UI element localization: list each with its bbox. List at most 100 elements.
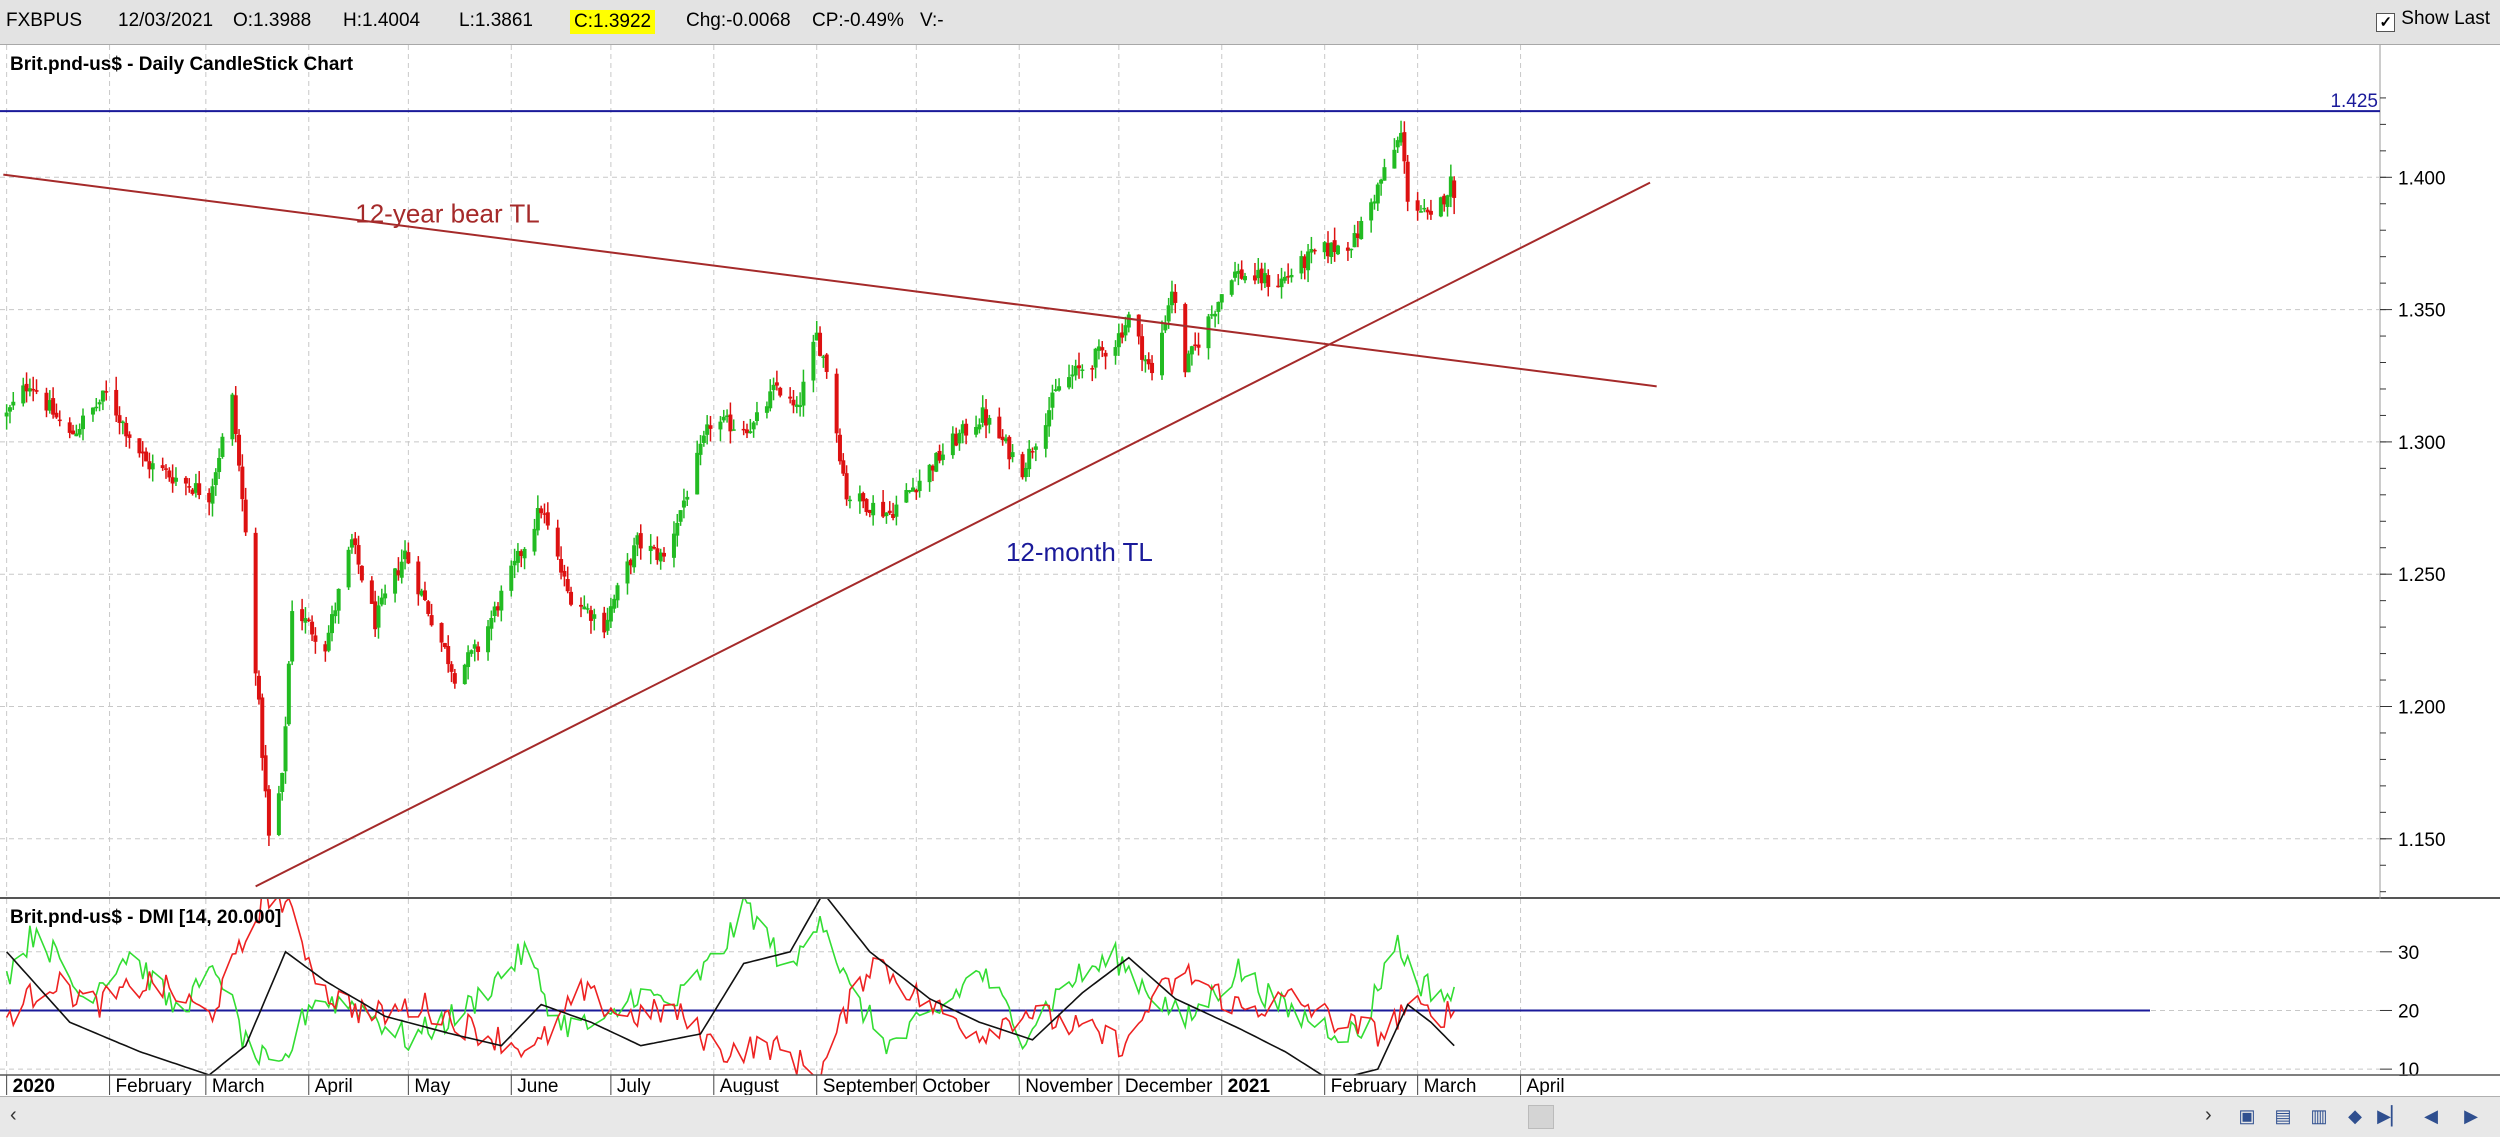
candle-body: [940, 454, 945, 460]
candle-body: [114, 389, 119, 416]
candle-body: [569, 591, 574, 605]
scroll-thumb[interactable]: [1528, 1105, 1554, 1129]
candle-body: [1077, 365, 1081, 369]
chart-area[interactable]: 1.150 1.200 1.250 1.300 1.350 1.400 1.425 12-ye…: [0, 45, 2500, 1095]
nav-button-6[interactable]: ◀: [2424, 1106, 2438, 1126]
nav-button-4[interactable]: ◆: [2348, 1106, 2362, 1126]
candle-body: [841, 460, 846, 474]
candle-body: [1030, 451, 1035, 453]
scroll-right-arrow[interactable]: ›: [2205, 1104, 2212, 1126]
candle-body: [426, 601, 431, 614]
candle-body: [1286, 276, 1291, 278]
candle-body: [266, 789, 271, 836]
show-last-checkbox[interactable]: ✓: [2376, 13, 2396, 32]
candle-body: [1392, 149, 1397, 169]
candle-body: [452, 673, 457, 684]
show-last-toggle[interactable]: ✓ Show Last: [2376, 8, 2490, 32]
candle-body: [54, 412, 59, 418]
candle-body: [1262, 273, 1267, 284]
candle-body: [419, 590, 424, 596]
candle-body: [811, 341, 816, 381]
scroll-left-arrow[interactable]: ‹: [10, 1104, 17, 1126]
candle-body: [243, 499, 248, 533]
candle-body: [310, 621, 315, 635]
candle-body: [1405, 161, 1410, 202]
candle-body: [695, 452, 700, 495]
candle-body: [582, 606, 587, 610]
candle-body: [1073, 365, 1078, 376]
candle-body: [1395, 140, 1400, 148]
candle-body: [94, 406, 99, 409]
candle-body: [605, 619, 610, 631]
candle-body: [588, 610, 593, 621]
dmi-chart-title: Brit.pnd-us$ - DMI [14, 20.000]: [10, 907, 281, 928]
candle-body: [1140, 336, 1145, 360]
candle-body: [1425, 209, 1430, 213]
candle-body: [964, 423, 969, 436]
candle-body: [77, 429, 82, 435]
candle-body: [1329, 242, 1334, 258]
scroll-bar[interactable]: ‹ › ▣ ▤ ▥ ◆ ▶▏ ◀ ▶: [0, 1096, 2500, 1137]
candle-body: [708, 425, 713, 429]
candle-body: [1196, 344, 1201, 348]
candle-body: [489, 617, 494, 629]
nav-button-3[interactable]: ▥: [2310, 1106, 2328, 1126]
x-tick-label: June: [517, 1076, 558, 1095]
dmi-line-adx: [6, 899, 1455, 1075]
candle-body: [764, 406, 769, 413]
candle-body: [1126, 314, 1131, 328]
candle-body: [1352, 233, 1357, 248]
x-axis: 2020 February March April May June July August S…: [0, 1074, 2500, 1095]
candle-body: [442, 643, 447, 648]
candle-body: [625, 561, 630, 584]
candle-body: [1047, 410, 1052, 427]
candle-body: [559, 558, 564, 573]
candle-body: [449, 664, 454, 672]
trendline-annotation: 12-year bear TL: [355, 198, 540, 228]
candle-body: [1306, 251, 1311, 271]
nav-button-1[interactable]: ▣: [2238, 1106, 2256, 1126]
candle-body: [728, 414, 733, 432]
candle-body: [1233, 271, 1238, 278]
candle-body: [197, 483, 202, 496]
candle-body: [240, 466, 245, 500]
candle-body: [1279, 278, 1284, 288]
close-value: C:1.3922: [570, 10, 656, 34]
candle-body: [90, 407, 95, 415]
candle-body: [369, 580, 374, 604]
dmi-line-minus_di: [5, 899, 1455, 1075]
candle-body: [884, 512, 889, 517]
candle-body: [1402, 132, 1407, 162]
nav-button-2[interactable]: ▤: [2274, 1106, 2292, 1126]
candle-body: [871, 502, 876, 516]
candle-body: [522, 548, 527, 559]
candle-body: [1150, 362, 1155, 374]
candle-body: [532, 528, 537, 552]
show-last-label: Show Last: [2401, 8, 2490, 29]
candle-body: [326, 632, 331, 651]
candle-body: [1448, 176, 1453, 197]
candle-body: [193, 483, 198, 493]
candle-body: [1020, 454, 1025, 478]
candle-body: [393, 568, 398, 594]
candle-body: [834, 373, 839, 434]
candle-body: [615, 585, 620, 601]
candle-body: [1213, 313, 1218, 317]
candle-body: [469, 650, 474, 654]
x-tick-label: October: [922, 1076, 990, 1095]
price-y-tick-label: 1.200: [2398, 697, 2446, 718]
x-tick-label: March: [212, 1076, 265, 1095]
nav-button-5[interactable]: ▶▏: [2377, 1106, 2405, 1126]
candle-body: [685, 496, 690, 500]
nav-button-7[interactable]: ▶: [2464, 1106, 2478, 1126]
candle-body: [57, 419, 62, 422]
candle-body: [535, 508, 540, 531]
candle-body: [1186, 353, 1191, 373]
candle-body: [1302, 256, 1307, 268]
candle-body: [911, 487, 915, 492]
candle-body: [117, 415, 122, 423]
candle-body: [256, 675, 261, 700]
candle-body: [150, 463, 155, 470]
candle-body: [383, 593, 388, 599]
candle-body: [1372, 201, 1377, 204]
